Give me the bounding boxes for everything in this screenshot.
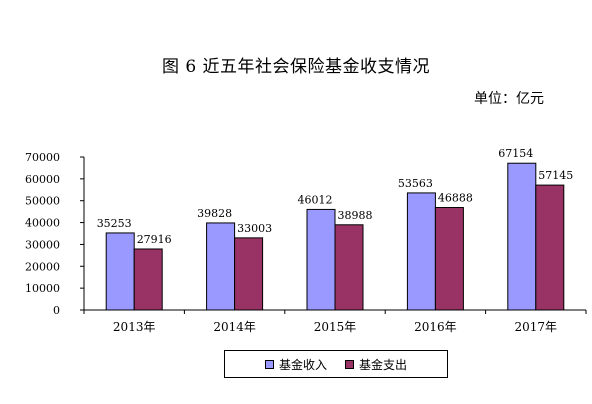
data-label-income: 67154	[498, 147, 533, 160]
legend-label-expense: 基金支出	[359, 357, 408, 372]
legend-label-income: 基金收入	[278, 357, 327, 372]
bar-expense	[133, 248, 163, 311]
x-tick-label: 2015年	[314, 320, 357, 334]
x-tick-label: 2017年	[515, 320, 558, 334]
bar-income	[306, 208, 336, 311]
data-label-expense: 27916	[137, 233, 172, 246]
legend-item-income: 基金收入	[264, 356, 327, 373]
unit-label: 单位：亿元	[474, 91, 544, 107]
data-label-income: 53563	[398, 177, 433, 190]
data-label-income: 35253	[97, 217, 132, 230]
y-tick-label: 50000	[25, 195, 60, 208]
bar-income	[406, 192, 436, 311]
data-label-expense: 38988	[338, 209, 373, 222]
bar-expense	[535, 184, 565, 311]
legend-swatch-income	[264, 359, 274, 369]
y-tick-label: 20000	[25, 260, 60, 273]
data-label-income: 39828	[197, 207, 232, 220]
y-tick-label: 60000	[25, 173, 60, 186]
data-label-expense: 46888	[438, 192, 473, 205]
data-label-expense: 57145	[538, 169, 573, 182]
bar-expense	[334, 224, 364, 311]
legend: 基金收入 基金支出	[224, 350, 448, 378]
y-tick-label: 70000	[25, 151, 60, 164]
y-tick-label: 10000	[25, 282, 60, 295]
data-label-expense: 33003	[237, 222, 272, 235]
bar-income	[507, 162, 537, 311]
chart-title: 图 6 近五年社会保险基金收支情况	[161, 57, 431, 77]
y-tick-label: 40000	[25, 217, 60, 230]
x-tick-label: 2013年	[113, 320, 156, 334]
bar-expense	[234, 237, 264, 311]
bar-expense	[434, 207, 464, 311]
bar-income	[105, 232, 135, 311]
data-label-income: 46012	[298, 193, 333, 206]
legend-swatch-expense	[345, 359, 354, 369]
y-tick-label: 30000	[25, 238, 60, 251]
legend-item-expense: 基金支出	[345, 356, 407, 373]
y-tick-label: 0	[53, 304, 60, 317]
bar-income	[206, 222, 236, 311]
x-tick-label: 2016年	[414, 320, 457, 334]
x-tick-label: 2014年	[213, 320, 256, 334]
